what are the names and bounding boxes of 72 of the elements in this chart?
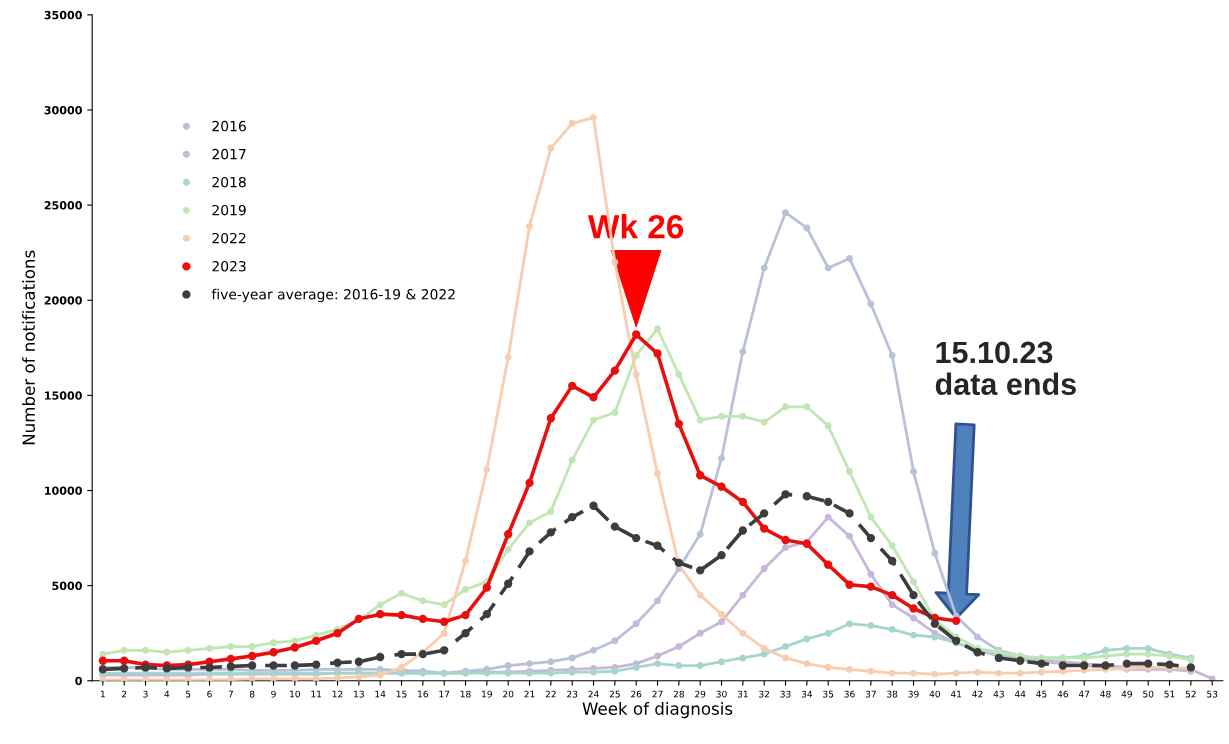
x-tick-label: 25 <box>609 690 620 698</box>
annotation: Wk 26 <box>588 214 684 239</box>
x-tick-label: 47 <box>1078 690 1090 698</box>
x-tick-label: 14 <box>375 690 386 698</box>
y-tick-label: 20000 <box>44 296 82 305</box>
x-tick-label: 39 <box>908 690 919 698</box>
x-tick-label: 51 <box>1164 690 1175 698</box>
x-tick-label: 11 <box>311 690 322 698</box>
x-axis-title: Week of diagnosis <box>582 702 733 719</box>
x-tick-label: 43 <box>993 690 1004 698</box>
annotation: 15.10.23 data ends <box>935 341 1076 396</box>
legend-label: 2017 <box>212 148 246 160</box>
x-tick-label: 42 <box>972 690 983 698</box>
x-tick-label: 37 <box>865 690 876 698</box>
x-tick-label: 1 <box>100 690 105 698</box>
x-tick-label: 24 <box>588 690 599 698</box>
x-tick-label: 16 <box>418 690 429 698</box>
x-tick-label: 32 <box>759 690 770 698</box>
x-tick-label: 26 <box>631 690 642 698</box>
x-tick-label: 6 <box>207 690 212 698</box>
y-tick-label: 10000 <box>45 486 82 495</box>
x-tick-label: 52 <box>1185 690 1196 698</box>
y-tick-label: 35000 <box>44 10 82 20</box>
x-tick-label: 19 <box>482 690 492 698</box>
x-tick-label: 8 <box>249 690 255 698</box>
x-tick-label: 29 <box>695 690 706 698</box>
x-tick-label: 34 <box>801 690 813 698</box>
x-tick-label: 13 <box>354 690 364 698</box>
x-tick-label: 12 <box>332 690 343 698</box>
x-tick-label: 50 <box>1143 690 1154 698</box>
y-axis-title: Number of notifications <box>22 250 36 445</box>
legend-label: 2016 <box>212 120 246 132</box>
x-tick-label: 40 <box>929 690 940 698</box>
x-tick-label: 22 <box>545 690 556 698</box>
x-tick-label: 21 <box>524 690 535 698</box>
x-tick-label: 28 <box>673 690 684 698</box>
x-tick-label: 15 <box>396 690 407 698</box>
x-tick-label: 45 <box>1036 690 1047 698</box>
x-tick-label: 38 <box>887 690 898 698</box>
x-tick-label: 23 <box>567 690 578 698</box>
y-tick-label: 15000 <box>45 391 82 400</box>
x-tick-label: 44 <box>1014 690 1026 698</box>
x-tick-label: 10 <box>290 690 300 698</box>
y-tick-label: 5000 <box>52 581 82 591</box>
x-tick-label: 5 <box>186 690 191 698</box>
legend-label: 2019 <box>212 204 246 216</box>
x-tick-label: 35 <box>823 690 834 698</box>
x-tick-label: 7 <box>228 690 233 698</box>
x-tick-label: 53 <box>1207 690 1218 698</box>
x-tick-label: 31 <box>737 690 748 698</box>
x-tick-label: 48 <box>1100 690 1111 698</box>
x-tick-label: 2 <box>121 690 127 698</box>
legend-label: 2022 <box>212 232 246 244</box>
legend-label: 2023 <box>212 260 246 272</box>
x-tick-label: 33 <box>780 690 791 698</box>
x-tick-label: 27 <box>652 690 663 698</box>
legend-label: 2018 <box>212 176 246 188</box>
x-tick-label: 9 <box>271 690 276 698</box>
x-tick-label: 18 <box>460 690 471 698</box>
x-tick-label: 46 <box>1057 690 1069 698</box>
y-tick-label: 25000 <box>44 201 82 210</box>
x-tick-label: 49 <box>1121 690 1132 698</box>
x-tick-label: 3 <box>143 690 148 698</box>
legend-label: five-year average: 2016-19 & 2022 <box>211 288 455 303</box>
x-tick-label: 36 <box>844 690 855 698</box>
x-tick-label: 4 <box>164 690 170 698</box>
x-tick-label: 30 <box>716 690 727 698</box>
x-tick-label: 41 <box>950 690 962 698</box>
x-tick-label: 20 <box>503 690 514 698</box>
y-tick-label: 30000 <box>44 105 82 115</box>
y-tick-label: 0 <box>75 676 82 686</box>
x-tick-label: 17 <box>439 690 450 698</box>
